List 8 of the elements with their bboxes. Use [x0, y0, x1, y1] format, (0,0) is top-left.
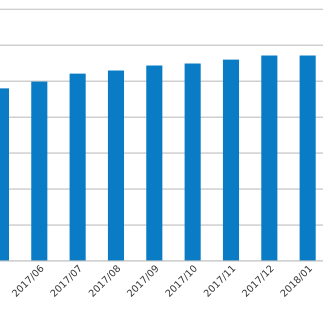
bar	[146, 66, 162, 261]
bar	[31, 82, 48, 261]
bar	[108, 70, 124, 261]
bar	[222, 60, 240, 261]
bar	[184, 64, 201, 261]
bar	[70, 74, 86, 261]
bar	[300, 55, 316, 261]
bar	[261, 55, 278, 261]
